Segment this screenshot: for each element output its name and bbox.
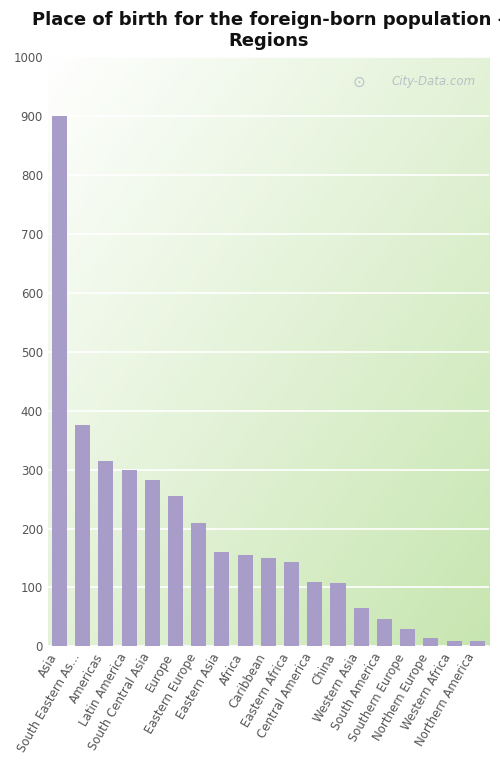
Bar — [470, 640, 485, 647]
Bar — [52, 116, 67, 647]
Bar — [191, 522, 206, 647]
Bar — [424, 638, 438, 647]
Bar — [145, 480, 160, 647]
Bar — [377, 619, 392, 647]
Bar — [400, 629, 415, 647]
Bar — [238, 555, 252, 647]
Title: Place of birth for the foreign-born population -
Regions: Place of birth for the foreign-born popu… — [32, 11, 500, 50]
Bar — [168, 496, 183, 647]
Text: ⊙: ⊙ — [352, 75, 366, 90]
Bar — [307, 581, 322, 647]
Bar — [354, 608, 369, 647]
Bar — [330, 583, 345, 647]
Text: City-Data.com: City-Data.com — [392, 75, 475, 87]
Bar — [122, 470, 136, 647]
Bar — [214, 552, 230, 647]
Bar — [261, 558, 276, 647]
Bar — [75, 425, 90, 647]
Bar — [98, 461, 114, 647]
Bar — [446, 640, 462, 647]
Bar — [284, 562, 299, 647]
